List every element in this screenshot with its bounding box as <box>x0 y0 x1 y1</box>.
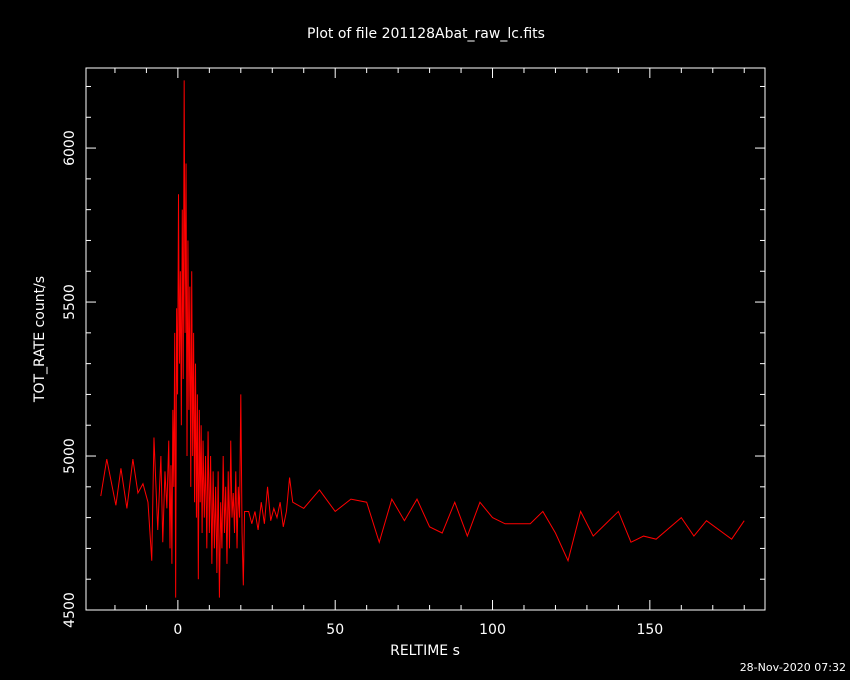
y-axis-label: TOT_RATE count/s <box>32 276 48 403</box>
y-tick-label: 4500 <box>62 592 78 628</box>
plot-frame <box>85 67 766 611</box>
x-axis-label: RELTIME s <box>390 643 460 659</box>
y-tick-label: 5000 <box>62 438 78 474</box>
timestamp: 28-Nov-2020 07:32 <box>740 661 846 674</box>
y-tick-label: 6000 <box>62 130 78 166</box>
light-curve <box>100 80 745 598</box>
x-tick-label: 150 <box>636 622 663 638</box>
x-tick-label: 0 <box>173 622 182 638</box>
x-tick-label: 50 <box>326 622 344 638</box>
x-tick-label: 100 <box>479 622 506 638</box>
chart-title: Plot of file 201128Abat_raw_lc.fits <box>307 26 545 42</box>
y-tick-label: 5500 <box>62 284 78 320</box>
